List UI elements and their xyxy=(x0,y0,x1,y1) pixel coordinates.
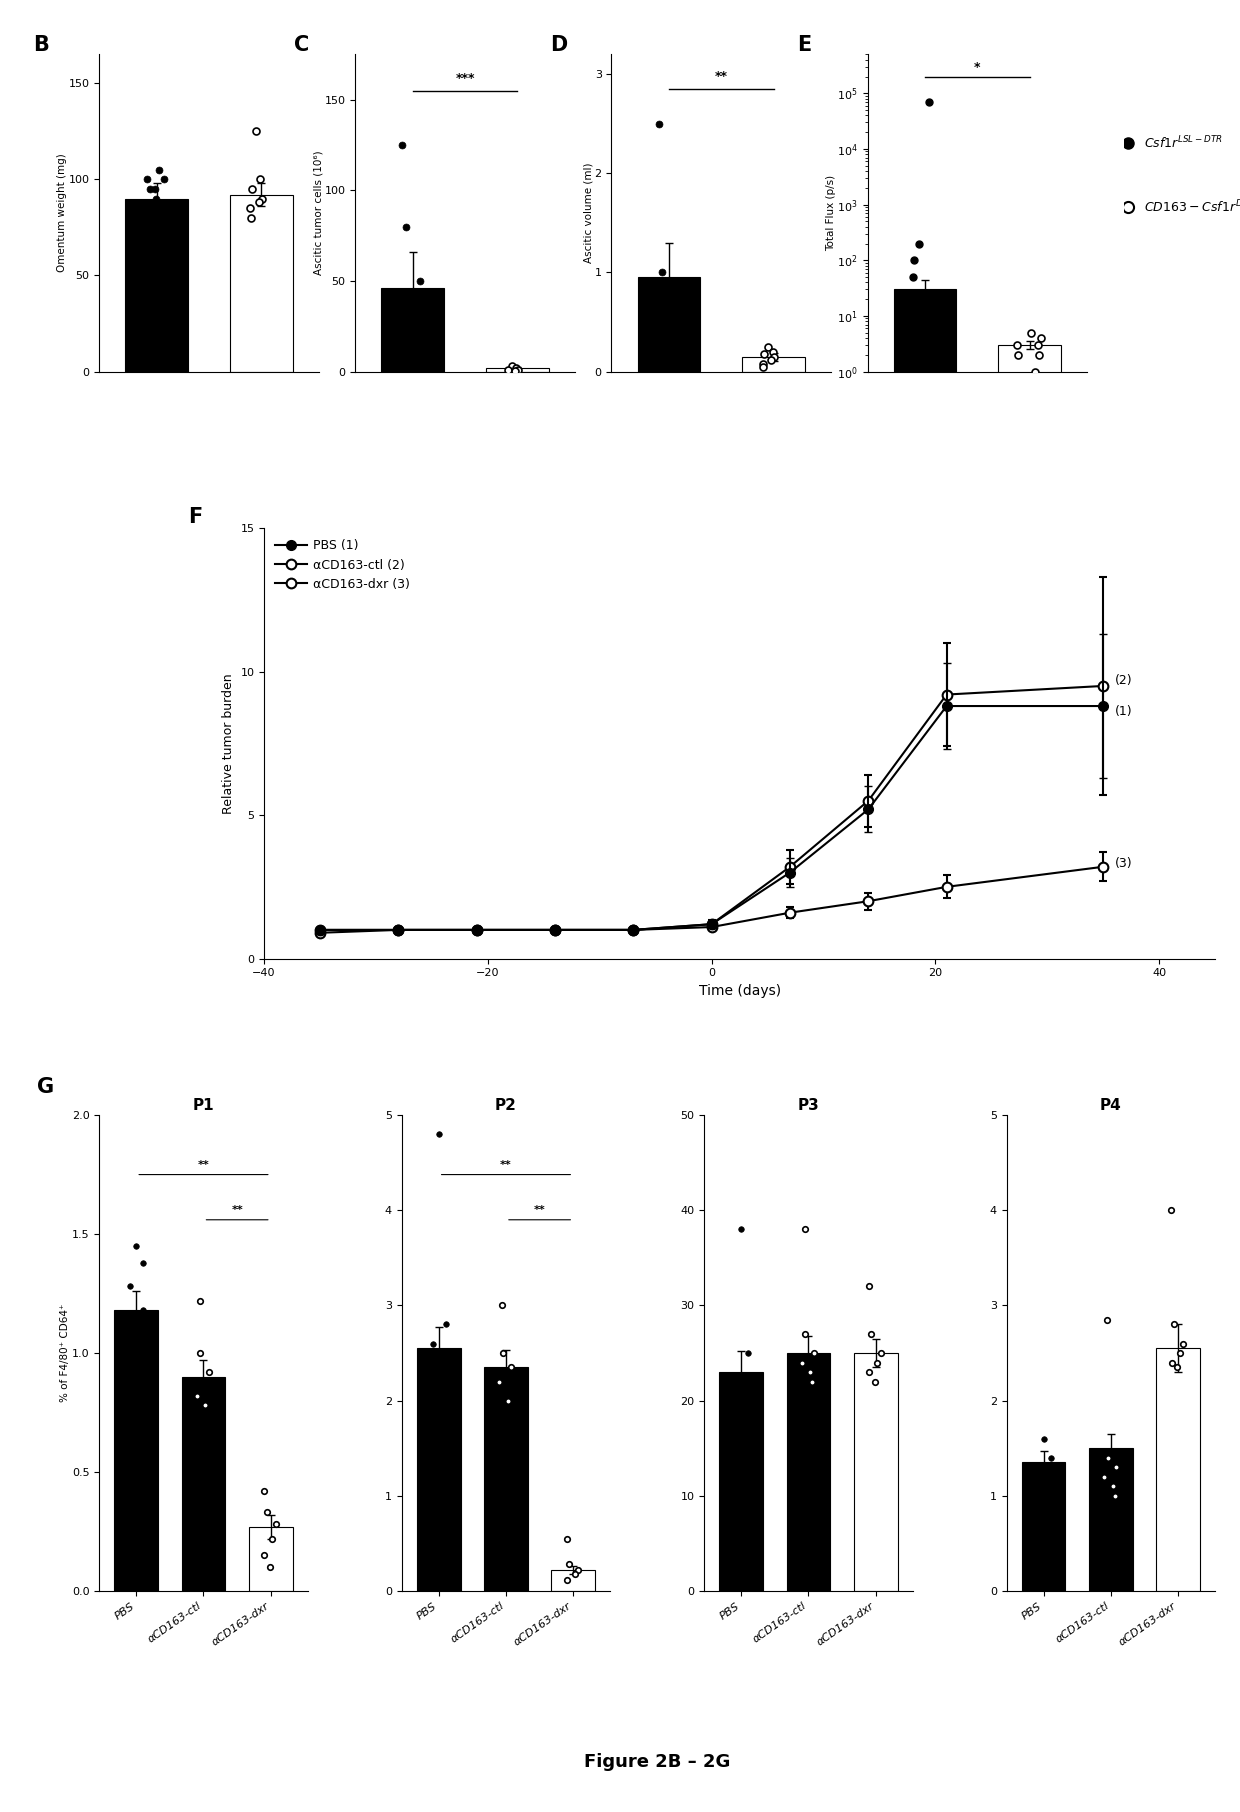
Text: **: ** xyxy=(533,1205,546,1216)
Bar xyxy=(486,368,549,371)
Title: P4: P4 xyxy=(1100,1098,1122,1113)
Text: B: B xyxy=(33,34,50,56)
Bar xyxy=(484,1368,528,1591)
Text: **: ** xyxy=(197,1160,210,1171)
Bar xyxy=(786,1354,831,1591)
Text: Figure 2B – 2G: Figure 2B – 2G xyxy=(584,1752,730,1770)
Y-axis label: % of F4/80⁺ CD64⁺: % of F4/80⁺ CD64⁺ xyxy=(61,1305,71,1402)
Bar xyxy=(552,1569,595,1591)
Bar xyxy=(417,1348,460,1591)
X-axis label: Time (days): Time (days) xyxy=(698,984,781,998)
Bar xyxy=(125,199,188,371)
Y-axis label: Ascitic volume (ml): Ascitic volume (ml) xyxy=(583,163,593,263)
Bar xyxy=(894,290,956,1812)
Bar xyxy=(181,1377,226,1591)
Text: ***: *** xyxy=(455,72,475,85)
Legend: PBS (1), αCD163-ctl (2), αCD163-dxr (3): PBS (1), αCD163-ctl (2), αCD163-dxr (3) xyxy=(270,535,414,596)
Y-axis label: Omentum weight (mg): Omentum weight (mg) xyxy=(57,154,67,272)
Text: $\it{Csf1r}^{\it{LSL-DTR}}$: $\it{Csf1r}^{\it{LSL-DTR}}$ xyxy=(1143,134,1223,152)
Bar xyxy=(229,194,293,371)
Text: D: D xyxy=(551,34,567,56)
Bar xyxy=(743,357,805,371)
Bar xyxy=(249,1528,293,1591)
Text: (2): (2) xyxy=(1115,674,1132,687)
Title: P3: P3 xyxy=(797,1098,820,1113)
Bar xyxy=(1157,1348,1200,1591)
Text: F: F xyxy=(188,507,202,527)
Bar xyxy=(719,1372,763,1591)
Y-axis label: Ascitic tumor cells (10⁶): Ascitic tumor cells (10⁶) xyxy=(314,150,324,275)
Text: $\it{CD163-Csf1r}^{\it{DTR}}$: $\it{CD163-Csf1r}^{\it{DTR}}$ xyxy=(1143,198,1240,216)
Text: *: * xyxy=(975,62,981,74)
Bar xyxy=(382,288,444,371)
Bar xyxy=(1089,1448,1133,1591)
Text: (3): (3) xyxy=(1115,857,1132,870)
Y-axis label: Relative tumor burden: Relative tumor burden xyxy=(222,672,234,814)
Bar xyxy=(998,344,1061,1812)
Bar xyxy=(1022,1462,1065,1591)
Bar xyxy=(637,277,701,371)
Title: P2: P2 xyxy=(495,1098,517,1113)
Bar xyxy=(854,1354,898,1591)
Title: P1: P1 xyxy=(192,1098,215,1113)
Bar xyxy=(114,1310,157,1591)
Text: **: ** xyxy=(714,71,728,83)
Y-axis label: Total Flux (p/s): Total Flux (p/s) xyxy=(826,176,836,252)
Text: C: C xyxy=(294,34,309,56)
Text: E: E xyxy=(797,34,812,56)
Text: **: ** xyxy=(500,1160,512,1171)
Text: G: G xyxy=(37,1076,53,1096)
Text: **: ** xyxy=(232,1205,243,1216)
Text: (1): (1) xyxy=(1115,705,1132,718)
